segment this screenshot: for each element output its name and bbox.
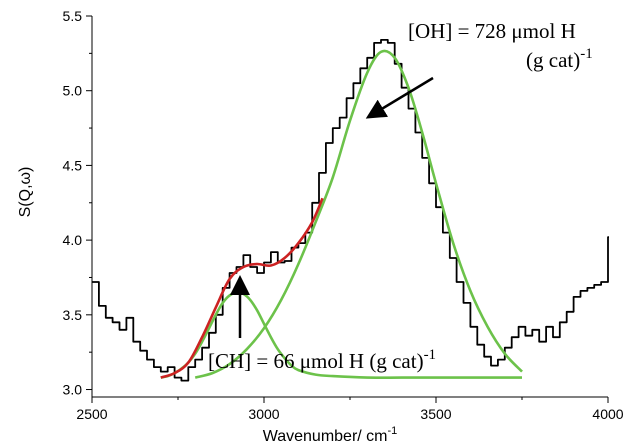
oh-annotation-line1: [OH] = 728 μmol H (408, 19, 576, 43)
y-tick-label: 5.5 (63, 8, 83, 24)
plot-area (92, 39, 609, 382)
y-tick-label: 4.5 (63, 157, 83, 173)
oh-annotation-line2: (g cat)-1 (526, 46, 593, 72)
y-tick-label: 3.5 (63, 307, 83, 323)
y-tick-label: 4.0 (63, 232, 83, 248)
sum-fit-line (160, 197, 324, 379)
y-axis-label: S(Q,ω) (17, 167, 34, 218)
x-tick-label: 4000 (592, 406, 623, 422)
x-tick-label: 3000 (248, 406, 279, 422)
measured-spectrum-line (92, 39, 609, 382)
oh-arrow (365, 76, 434, 119)
axes: 2500 3000 3500 4000 3.0 3.5 4.0 4.5 5.0 5.5 (63, 8, 624, 422)
x-tick-label: 2500 (76, 406, 107, 422)
component-fit-line-2 (194, 49, 523, 379)
x-tick-label: 3500 (420, 406, 451, 422)
y-tick-label: 5.0 (63, 83, 83, 99)
y-tick-label: 3.0 (63, 382, 83, 398)
annotations (230, 76, 434, 338)
x-axis-label: Wavenumber/ cm-1 (263, 425, 398, 445)
ch-annotation: [CH] = 66 μmol H (g cat)-1 (208, 347, 436, 373)
